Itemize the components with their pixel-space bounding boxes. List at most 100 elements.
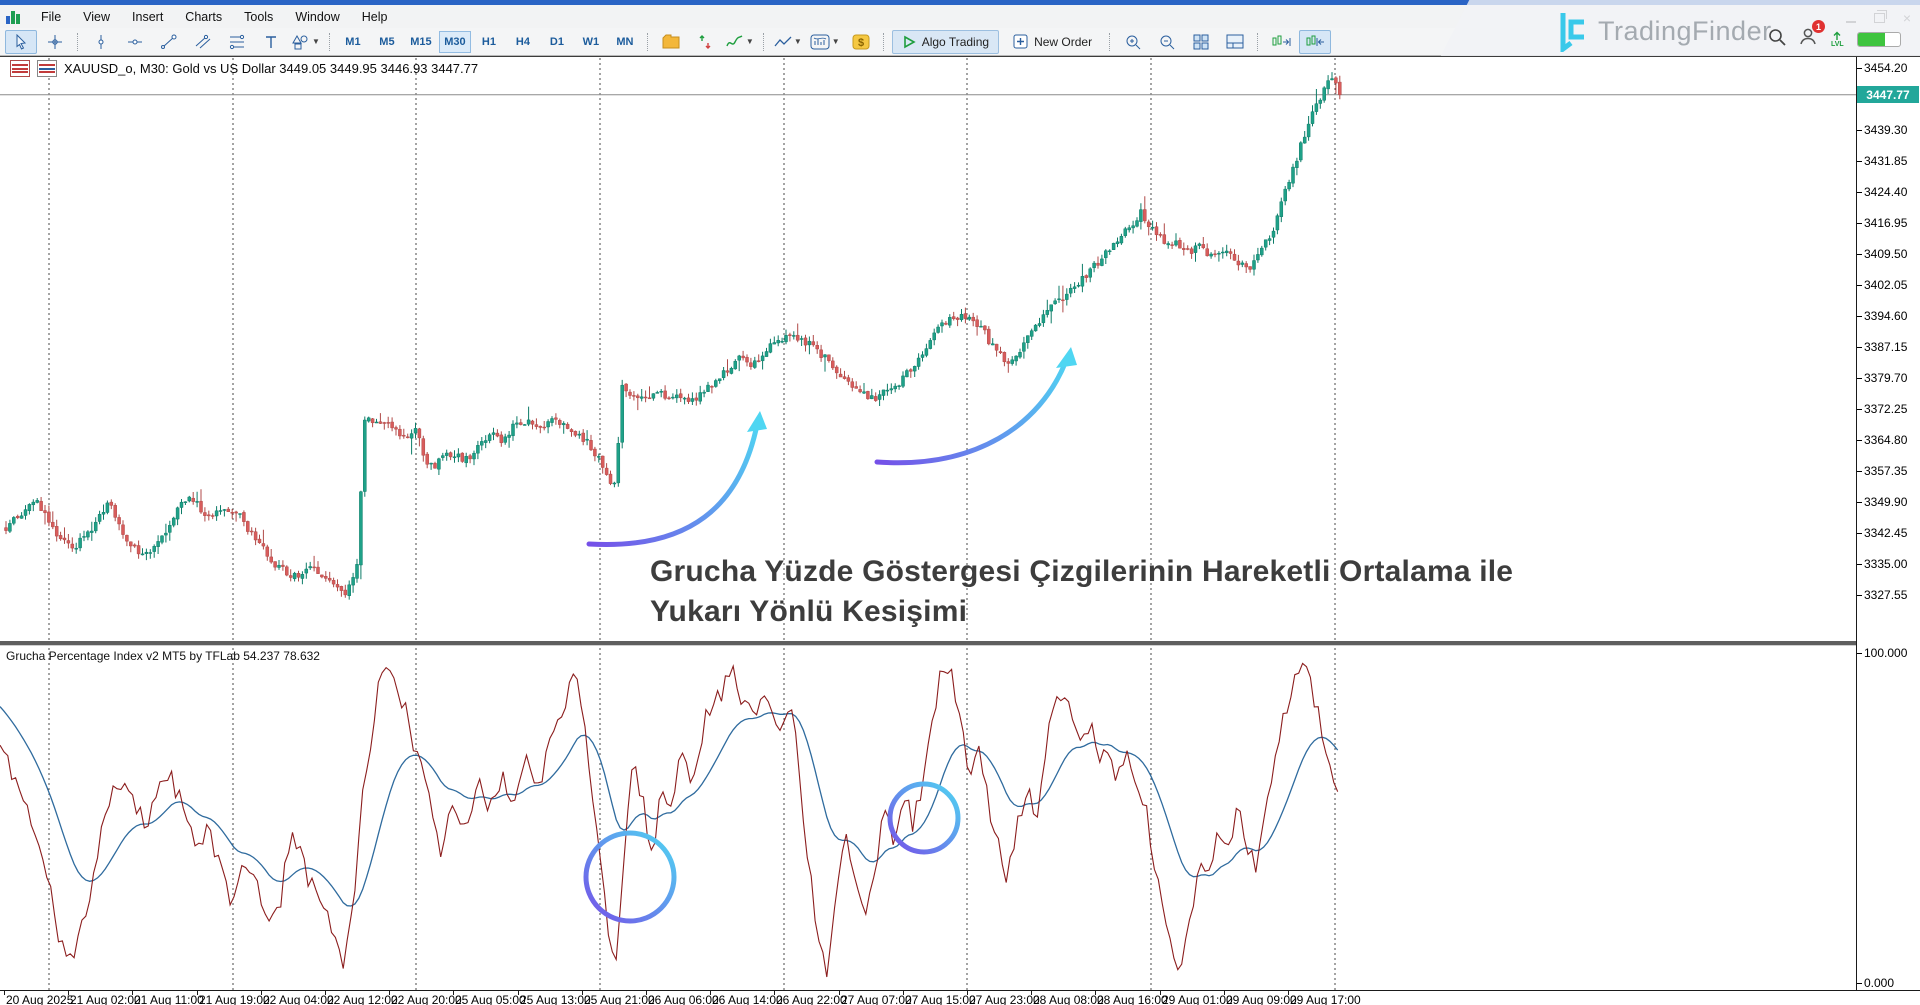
price-axis-label: 3335.00 — [1857, 557, 1907, 571]
time-axis-tick — [839, 991, 840, 995]
cursor-tool-button[interactable] — [5, 29, 37, 54]
timeframe-button-m30[interactable]: M30 — [438, 30, 471, 53]
timeframe-button-d1[interactable]: D1 — [549, 35, 564, 48]
timeframe-button-h4[interactable]: H4 — [515, 35, 530, 48]
timeframe-button-m1[interactable]: M1 — [345, 35, 361, 48]
price-axis-label: 3454.20 — [1857, 61, 1907, 75]
text-icon — [266, 35, 276, 48]
time-axis-tick — [710, 991, 711, 995]
price-axis-label: 3431.85 — [1857, 154, 1907, 168]
crosshair-tool-button[interactable] — [39, 30, 71, 54]
channel-icon — [195, 34, 211, 48]
text-tool-button[interactable] — [255, 30, 287, 54]
timeframe-button-h1[interactable]: H1 — [481, 35, 496, 48]
time-axis-label: 21 Aug 11:00 — [134, 993, 204, 1005]
menu-item-window[interactable]: Window — [295, 9, 340, 24]
price-scale[interactable]: 3454.20 3439.30 3431.85 3424.40 3416.95 3409.… — [1857, 57, 1920, 1005]
menu-item-charts[interactable]: Charts — [185, 9, 223, 24]
templates-button[interactable] — [655, 30, 687, 54]
menu-item-insert[interactable]: Insert — [132, 9, 164, 24]
timeframe-button-mn[interactable]: MN — [616, 35, 634, 48]
vertical-line-tool-button[interactable] — [85, 30, 117, 54]
trend-arrow — [586, 422, 760, 548]
menu-item-help[interactable]: Help — [361, 9, 388, 24]
channel-tool-button[interactable] — [187, 30, 219, 54]
price-axis-label: 3379.70 — [1857, 371, 1907, 385]
zoom-in-button[interactable] — [1117, 30, 1149, 54]
crossover-highlight-circle — [583, 830, 677, 924]
vertical-line-icon — [98, 34, 104, 49]
timeframe-button-m5[interactable]: M5 — [379, 35, 395, 48]
chart-area: XAUUSD_o, M30: Gold vs US Dollar 3449.05… — [0, 56, 1920, 1005]
time-axis-label: 28 Aug 08:00 — [1033, 993, 1104, 1005]
bull-candle-bodies — [8, 78, 1334, 596]
trendline-tool-button[interactable] — [153, 30, 185, 54]
mt5-app-icon — [6, 10, 22, 24]
timeframe-button-w1[interactable]: W1 — [582, 35, 600, 48]
chevron-down-icon: ▼ — [831, 37, 840, 46]
indicator-axis-label: 100.000 — [1857, 646, 1907, 660]
new-order-button[interactable]: New Order — [1003, 30, 1102, 54]
market-watch-button[interactable]: $ — [845, 30, 877, 54]
annotation-text-line1: Grucha Yüzde Göstergesi Çizgilerinin Har… — [650, 555, 1514, 588]
horizontal-line-tool-button[interactable] — [119, 30, 151, 54]
cursor-icon — [16, 33, 27, 50]
chevron-down-icon: ▼ — [745, 37, 754, 46]
algo-trading-button[interactable]: Algo Trading — [891, 29, 1000, 54]
shapes-icon — [292, 34, 308, 49]
notifications-button[interactable]: 1 — [1799, 20, 1825, 51]
price-axis-label: 3416.95 — [1857, 216, 1907, 230]
price-and-indicator-canvas[interactable] — [0, 57, 1856, 1005]
time-axis-label: 26 Aug 14:00 — [712, 993, 783, 1005]
current-price-tag: 3447.77 — [1857, 86, 1919, 103]
strategy-tester-button[interactable] — [1219, 30, 1251, 54]
chart-window-button[interactable]: ▼ — [807, 30, 843, 54]
menu-item-view[interactable]: View — [83, 9, 111, 24]
time-axis-label: 27 Aug 23:00 — [969, 993, 1040, 1005]
time-axis-tick — [1288, 991, 1289, 995]
time-axis-label: 26 Aug 06:00 — [648, 993, 719, 1005]
tick-arrows-button[interactable] — [689, 30, 721, 54]
tile-windows-button[interactable] — [1185, 30, 1217, 54]
timeframe-button-m15[interactable]: M15 — [410, 35, 432, 48]
price-axis-label: 3357.35 — [1857, 464, 1907, 478]
crosshair-icon — [48, 34, 62, 49]
trendline-icon — [161, 34, 177, 49]
price-axis-label: 3349.90 — [1857, 495, 1907, 509]
price-axis-label: 3327.55 — [1857, 588, 1907, 602]
level-label: LVL — [1831, 40, 1844, 48]
horizontal-line-icon — [128, 39, 142, 44]
time-axis-label: 29 Aug 01:00 — [1162, 993, 1233, 1005]
time-axis-label: 20 Aug 2025 — [6, 993, 74, 1005]
chart-shift-icon — [1306, 35, 1325, 46]
menu-item-file[interactable]: File — [41, 9, 62, 24]
time-axis-tick — [261, 991, 262, 995]
svg-text:$: $ — [858, 37, 864, 49]
chart-window-icon — [810, 34, 830, 49]
indicators-button[interactable]: ▼ — [723, 30, 757, 54]
menu-item-tools[interactable]: Tools — [244, 9, 274, 24]
auto-scroll-icon — [1272, 35, 1291, 46]
price-axis-label: 3387.15 — [1857, 340, 1907, 354]
shapes-tool-button[interactable]: ▼ — [289, 30, 323, 54]
time-scale[interactable]: 20 Aug 2025 21 Aug 02:00 21 Aug 11:00 21 Au… — [0, 990, 1920, 1005]
time-axis-tick — [1160, 991, 1161, 995]
time-axis-tick — [325, 991, 326, 995]
user-icon — [1800, 28, 1816, 45]
zoom-out-button[interactable] — [1151, 30, 1183, 54]
auto-scroll-button[interactable] — [1265, 30, 1297, 54]
tile-windows-icon — [1193, 34, 1209, 49]
chart-shift-button[interactable] — [1299, 29, 1332, 54]
pane-separator[interactable] — [0, 641, 1856, 646]
connection-status-bar — [1856, 31, 1901, 47]
chart-type-button[interactable]: ▼ — [771, 30, 805, 54]
chevron-down-icon: ▼ — [793, 37, 802, 46]
price-axis-label: 3372.25 — [1857, 402, 1907, 416]
dollar-icon: $ — [852, 34, 870, 49]
fibonacci-tool-button[interactable] — [221, 30, 253, 54]
trend-arrow-head — [1056, 347, 1077, 368]
price-axis-label: 3342.45 — [1857, 526, 1907, 540]
level-indicator: LVL — [1831, 31, 1844, 48]
indicator-signal-line — [0, 706, 1339, 907]
search-button[interactable] — [1768, 28, 1786, 51]
